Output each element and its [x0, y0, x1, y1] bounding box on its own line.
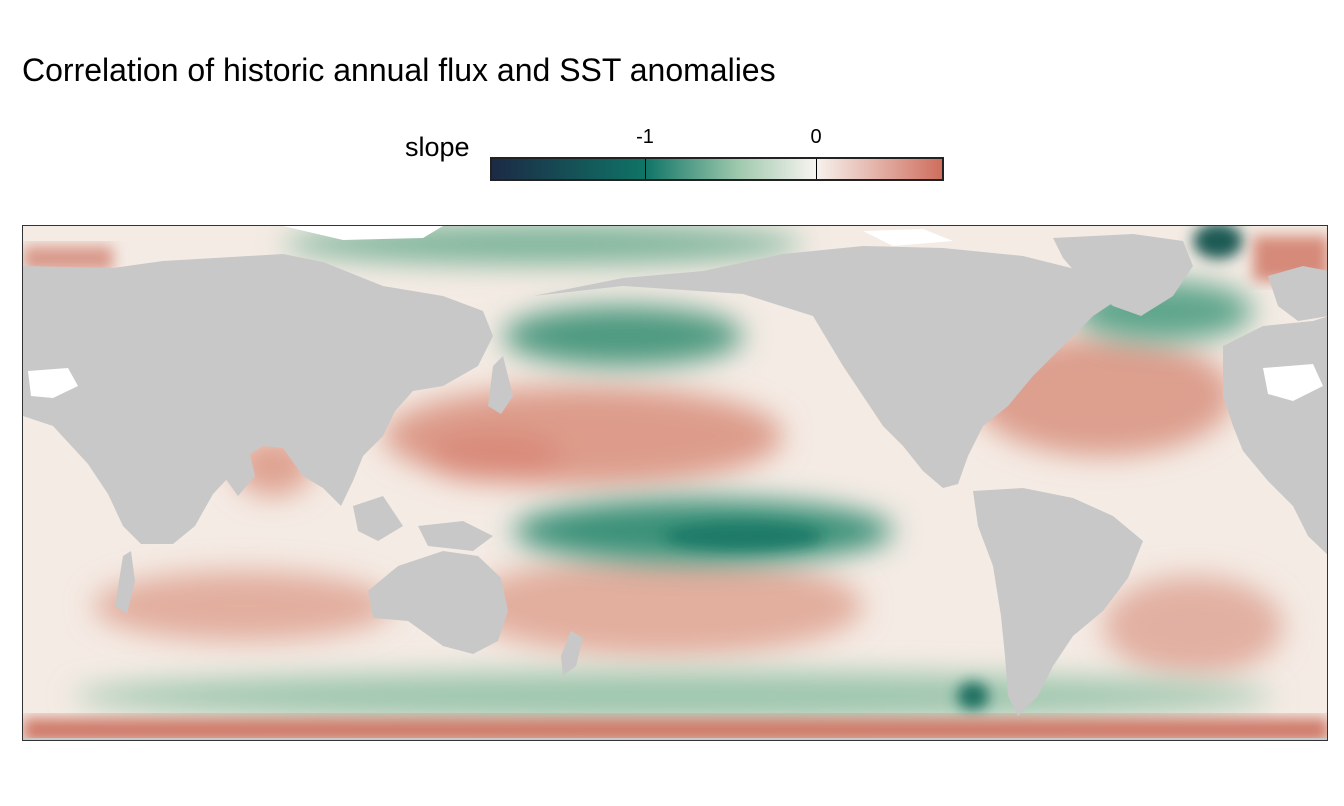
kuroshio-positive-zone	[423, 431, 563, 481]
north-pacific-negative-zone	[503, 306, 743, 366]
caspian-missing	[28, 368, 78, 398]
colorbar	[490, 157, 944, 181]
south-atlantic-positive-zone	[1103, 576, 1283, 676]
japan-land	[488, 356, 513, 414]
south-indian-positive-zone	[93, 571, 393, 641]
nordic-sea-strong-negative	[1193, 226, 1243, 259]
colorbar-tick-label-0: 0	[810, 126, 822, 148]
madagascar-land	[115, 551, 135, 614]
eurasia-africa-land	[23, 254, 493, 544]
land-layer	[23, 234, 1327, 740]
maritime-continent-land	[353, 496, 493, 551]
north-america-land	[533, 246, 1123, 488]
strong-negative-layer	[663, 226, 1243, 710]
arctic-missing	[283, 226, 953, 246]
scandinavia-land	[1268, 266, 1327, 321]
cold-tongue-core	[663, 522, 823, 550]
drake-passage-negative	[957, 682, 989, 710]
slope-map	[23, 226, 1327, 740]
antarctic-positive-band	[23, 718, 1327, 740]
greenland-land	[1053, 234, 1193, 316]
antarctica-land	[23, 738, 1327, 740]
colorbar-tick-mark-neg1	[645, 159, 646, 179]
southern-ocean-negative-zone	[73, 672, 1273, 720]
chart-title: Correlation of historic annual flux and …	[22, 52, 776, 88]
australia-land	[368, 551, 508, 654]
new-zealand-land	[561, 631, 583, 676]
south-america-land	[973, 488, 1143, 716]
legend-title: slope	[405, 132, 470, 162]
hudson-bay-missing	[1263, 364, 1323, 401]
india-land	[223, 446, 255, 496]
south-pacific-positive-zone	[463, 556, 863, 656]
colorbar-tick-mark-0	[816, 159, 817, 179]
colorbar-tick-label-neg1: -1	[636, 126, 654, 148]
missing-data-layer	[28, 226, 1323, 401]
map-panel	[22, 225, 1328, 741]
